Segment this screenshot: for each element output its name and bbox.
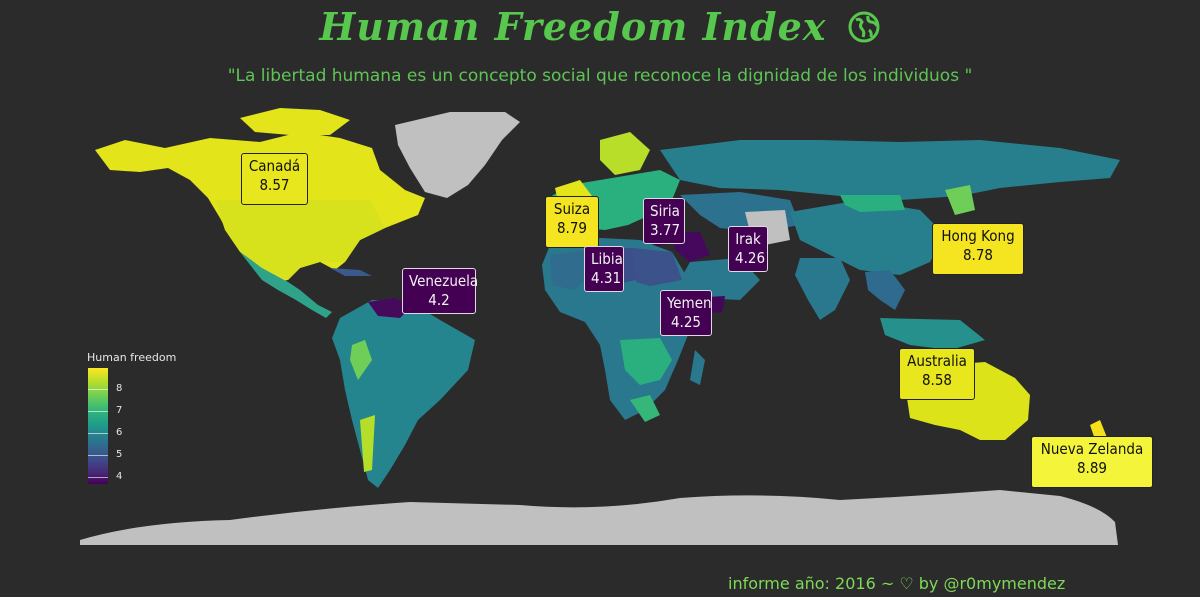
map-caption: informe año: 2016 ~ ♡ by @r0mymendez <box>728 574 1066 593</box>
legend-tick: 4 <box>116 471 123 482</box>
label-siria: Siria 3.77 <box>643 198 685 244</box>
label-libia: Libia 4.31 <box>584 246 624 292</box>
mexico <box>240 252 332 318</box>
globe-icon <box>848 11 880 43</box>
greenland <box>395 112 520 198</box>
label-canada: Canadá 8.57 <box>241 153 308 205</box>
legend-tick: 5 <box>116 449 123 460</box>
legend-tick: 7 <box>116 405 123 416</box>
title-text: Human Freedom Index <box>319 4 827 49</box>
label-irak: Irak 4.26 <box>728 226 768 272</box>
label-nueva-zelanda: Nueva Zelanda 8.89 <box>1031 436 1153 488</box>
label-hong-kong: Hong Kong 8.78 <box>932 223 1024 275</box>
usa <box>215 200 385 280</box>
map-title: Human Freedom Index <box>0 4 1200 49</box>
legend-tick: 6 <box>116 427 123 438</box>
label-yemen: Yemen 4.25 <box>660 290 712 336</box>
russia <box>660 140 1120 200</box>
legend-color-bar <box>88 368 108 484</box>
label-venezuela: Venezuela 4.2 <box>402 268 478 314</box>
antarctica <box>80 490 1118 545</box>
venezuela <box>368 298 412 318</box>
map-subtitle: "La libertad humana es un concepto socia… <box>227 66 973 86</box>
legend-tick: 8 <box>116 383 123 394</box>
china <box>790 200 945 275</box>
india <box>795 258 850 320</box>
south-america <box>332 300 475 488</box>
label-australia: Australia 8.58 <box>899 348 975 400</box>
label-suiza: Suiza 8.79 <box>545 196 599 248</box>
legend-title: Human freedom <box>87 351 177 364</box>
